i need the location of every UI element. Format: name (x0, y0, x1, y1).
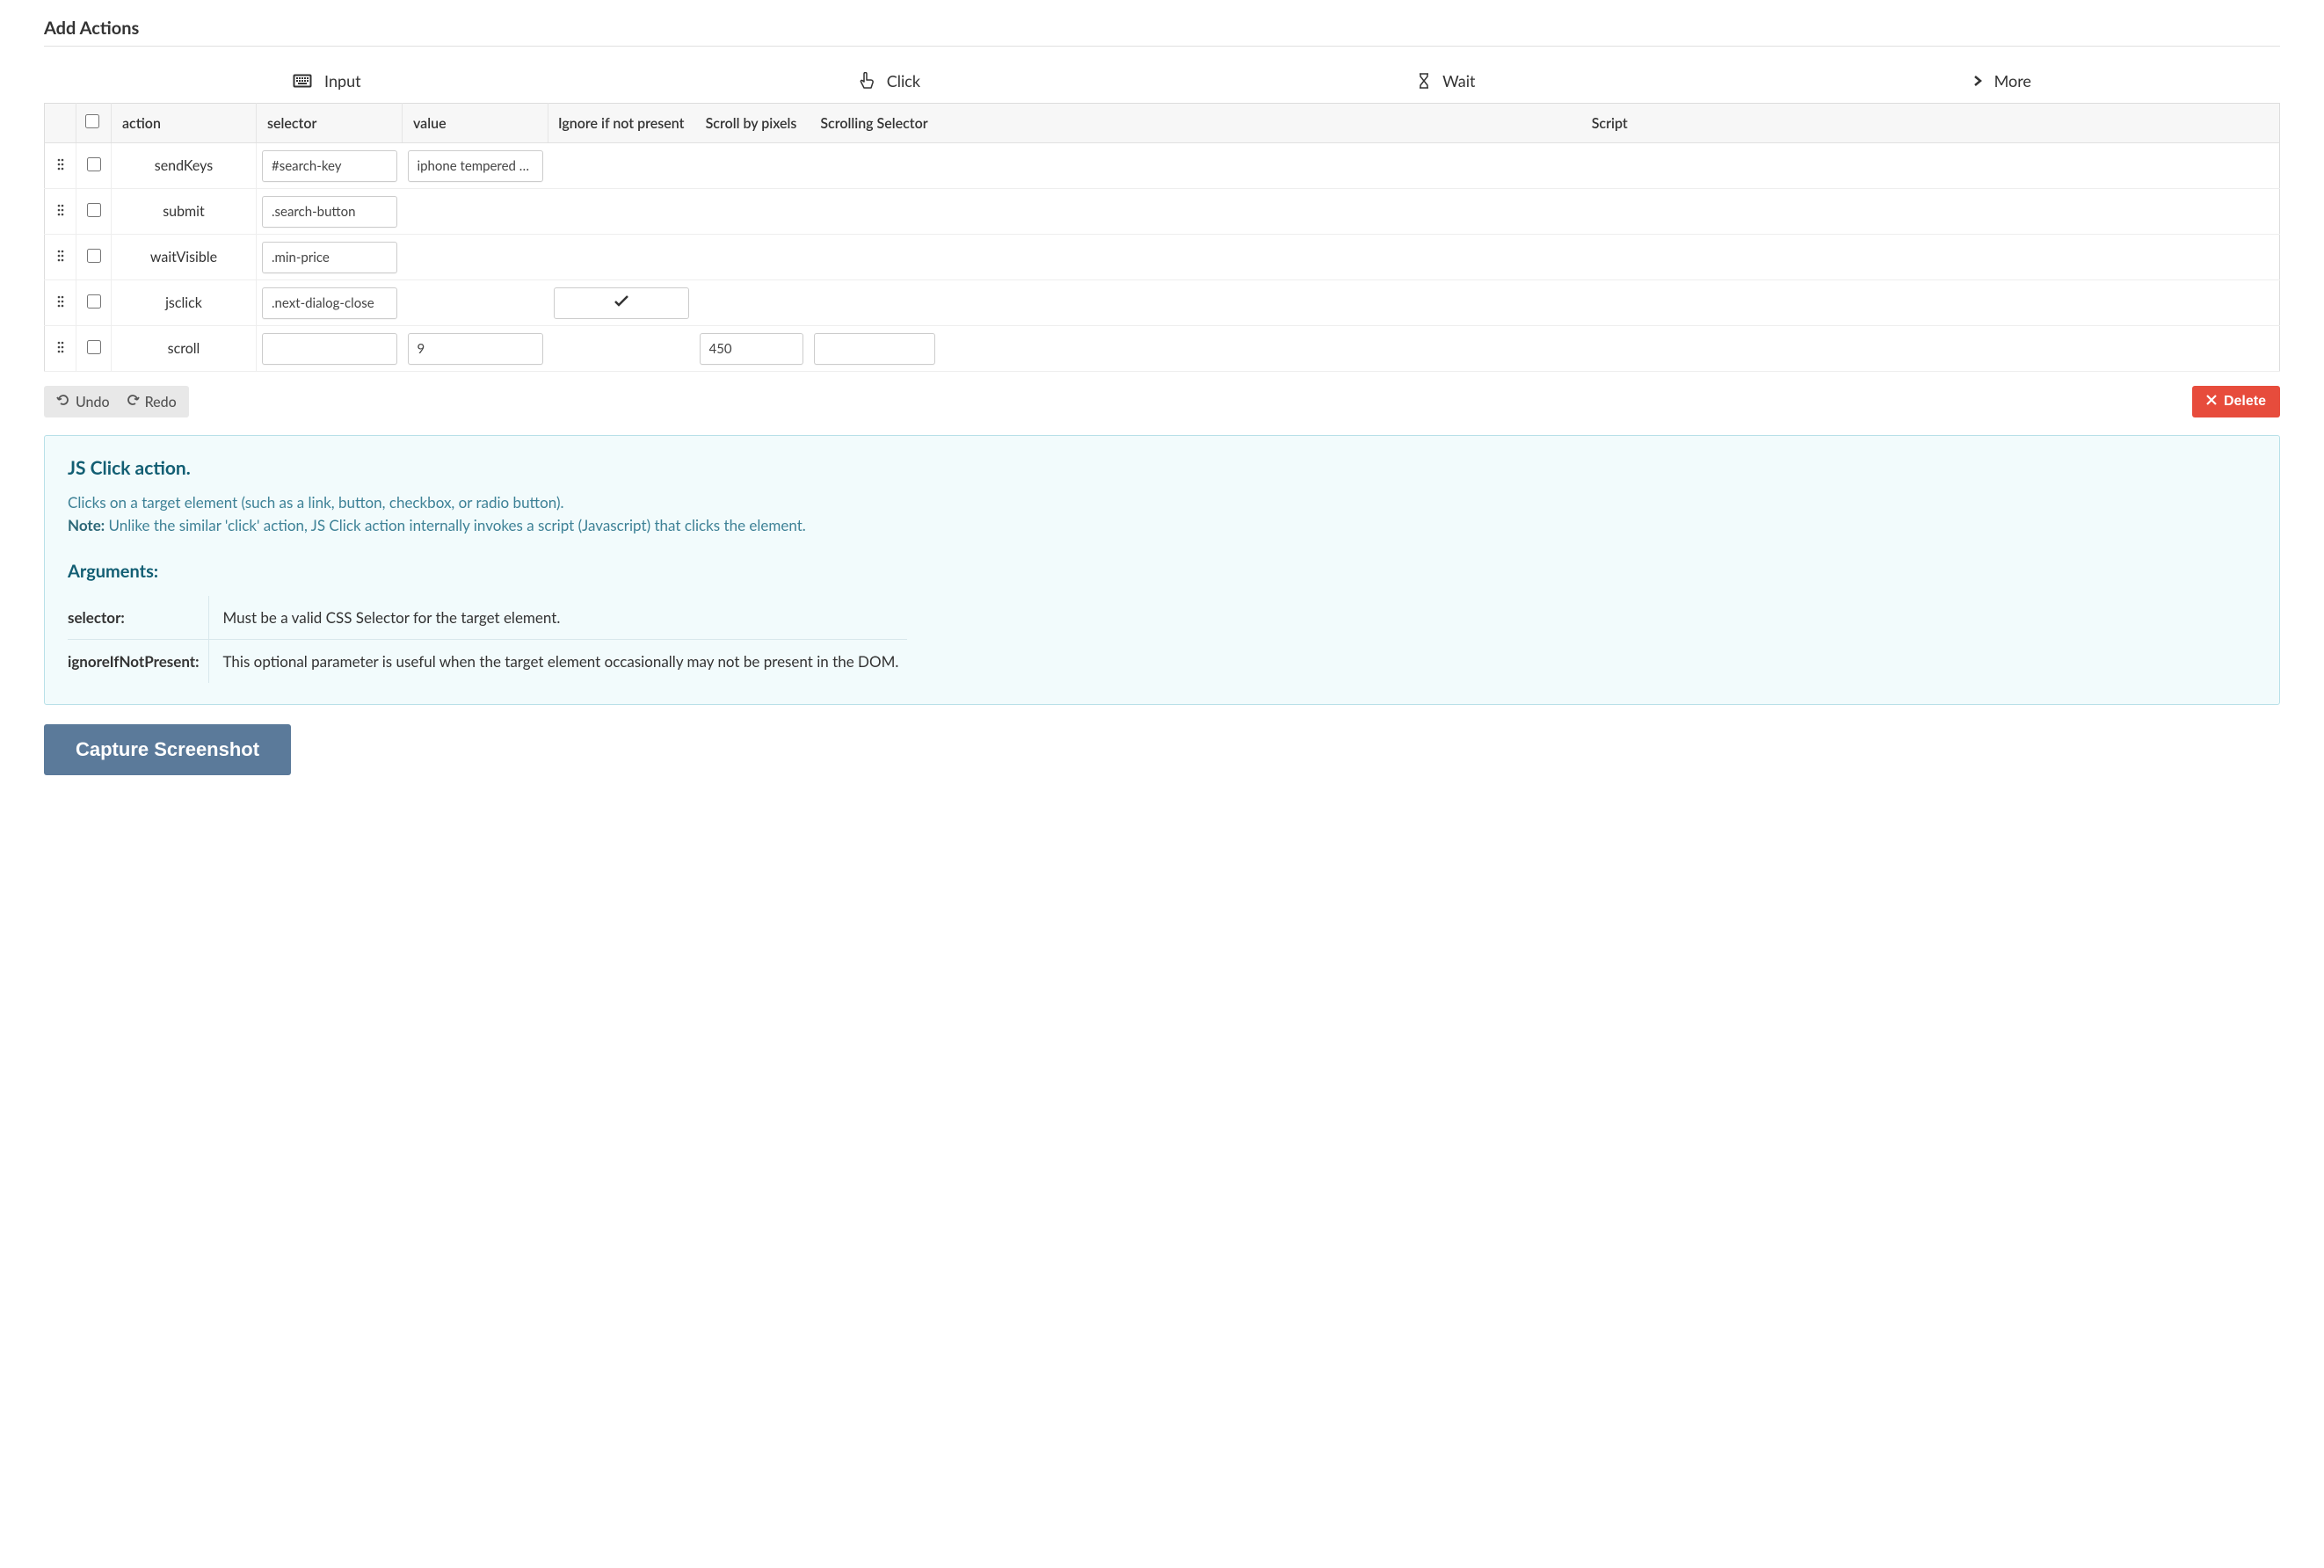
action-name: scroll (112, 326, 257, 372)
row-checkbox[interactable] (87, 340, 101, 354)
table-row: submit (45, 189, 2280, 235)
value-input[interactable] (408, 150, 543, 182)
argument-desc: Must be a valid CSS Selector for the tar… (208, 596, 907, 640)
tab-click[interactable]: Click (859, 71, 920, 91)
drag-handle-icon[interactable] (56, 204, 65, 216)
argument-row: selector: Must be a valid CSS Selector f… (68, 596, 907, 640)
ignore-checked[interactable] (554, 287, 689, 319)
column-header-ignore: Ignore if not present (548, 104, 694, 143)
column-header-scrollpx: Scroll by pixels (694, 104, 809, 143)
arguments-table: selector: Must be a valid CSS Selector f… (68, 596, 907, 683)
action-name: sendKeys (112, 143, 257, 189)
tab-input-label: Input (324, 71, 361, 91)
drag-handle-icon[interactable] (56, 341, 65, 353)
table-row: scroll (45, 326, 2280, 372)
actions-table: action selector value Ignore if not pres… (44, 103, 2280, 372)
page-title: Add Actions (44, 18, 2280, 47)
column-header-script: Script (940, 104, 2280, 143)
tab-more[interactable]: More (1973, 71, 2031, 91)
argument-desc: This optional parameter is useful when t… (208, 640, 907, 684)
hourglass-icon (1418, 73, 1430, 89)
check-icon (614, 294, 629, 311)
delete-button[interactable]: Delete (2192, 386, 2280, 417)
select-all-checkbox[interactable] (85, 114, 99, 128)
tab-click-label: Click (887, 71, 920, 91)
tab-wait[interactable]: Wait (1418, 71, 1475, 91)
info-description: Clicks on a target element (such as a li… (68, 491, 2256, 536)
row-checkbox[interactable] (87, 157, 101, 171)
chevron-right-icon (1973, 75, 1982, 87)
tab-wait-label: Wait (1442, 71, 1475, 91)
action-name: waitVisible (112, 235, 257, 280)
delete-label: Delete (2224, 394, 2266, 410)
scrolling-selector-input[interactable] (814, 333, 935, 365)
table-row: jsclick (45, 280, 2280, 326)
redo-label: Redo (145, 394, 177, 410)
row-checkbox[interactable] (87, 249, 101, 263)
selector-input[interactable] (262, 196, 397, 228)
row-checkbox[interactable] (87, 294, 101, 309)
selector-input[interactable] (262, 150, 397, 182)
table-row: waitVisible (45, 235, 2280, 280)
column-header-scrollsel: Scrolling Selector (809, 104, 940, 143)
undo-label: Undo (76, 394, 110, 410)
selector-input[interactable] (262, 333, 397, 365)
close-icon (2206, 394, 2217, 410)
redo-icon (126, 393, 140, 410)
tab-more-label: More (1994, 71, 2031, 91)
drag-handle-icon[interactable] (56, 295, 65, 308)
row-checkbox[interactable] (87, 203, 101, 217)
table-row: sendKeys (45, 143, 2280, 189)
value-input[interactable] (408, 333, 543, 365)
undo-redo-group: Undo Redo (44, 386, 189, 417)
selector-input[interactable] (262, 287, 397, 319)
action-name: submit (112, 189, 257, 235)
keyboard-icon (293, 74, 312, 88)
undo-button[interactable]: Undo (56, 393, 110, 410)
argument-name: ignoreIfNotPresent: (68, 640, 208, 684)
redo-button[interactable]: Redo (126, 393, 177, 410)
arguments-title: Arguments: (68, 561, 2256, 582)
tab-input[interactable]: Input (293, 71, 361, 91)
argument-name: selector: (68, 596, 208, 640)
action-tabs: Input Click Wait More (44, 64, 2280, 103)
action-name: jsclick (112, 280, 257, 326)
undo-icon (56, 393, 70, 410)
column-header-action: action (112, 104, 257, 143)
argument-row: ignoreIfNotPresent: This optional parame… (68, 640, 907, 684)
drag-handle-icon[interactable] (56, 158, 65, 171)
action-info-panel: JS Click action. Clicks on a target elem… (44, 435, 2280, 705)
scroll-pixels-input[interactable] (700, 333, 803, 365)
capture-screenshot-button[interactable]: Capture Screenshot (44, 724, 291, 775)
column-header-value: value (403, 104, 548, 143)
table-toolbar: Undo Redo Delete (44, 386, 2280, 417)
drag-handle-icon[interactable] (56, 250, 65, 262)
column-header-selector: selector (257, 104, 403, 143)
selector-input[interactable] (262, 242, 397, 273)
pointer-icon (859, 72, 875, 90)
info-title: JS Click action. (68, 457, 2256, 479)
